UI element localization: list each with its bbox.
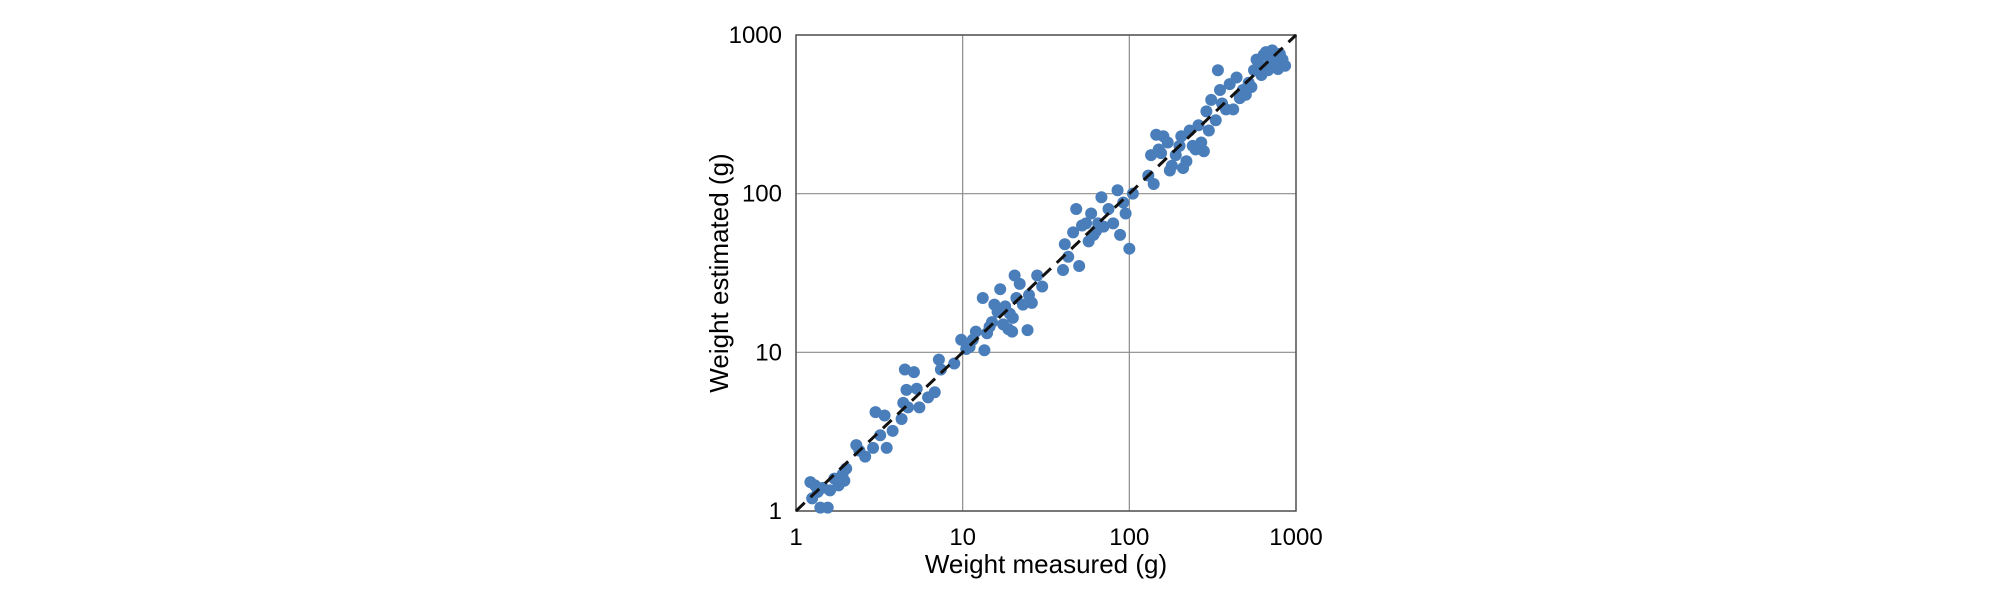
data-point [900,383,913,396]
data-point [1021,324,1034,337]
data-point [838,474,851,487]
data-point [1025,296,1038,309]
data-point [1070,203,1083,216]
data-point [1117,196,1130,209]
x-tick-label: 100 [1109,524,1149,551]
data-point [978,344,991,357]
data-point [955,333,968,346]
data-point [1097,220,1110,233]
data-point [1119,207,1132,220]
data-point [895,413,908,426]
data-point [1058,238,1071,251]
data-point [874,429,887,442]
data-point [1227,103,1240,116]
data-point [902,401,915,414]
data-point [969,325,982,338]
data-point [1205,93,1218,106]
data-point [1062,250,1075,263]
data-point [1057,264,1070,277]
data-point [821,501,834,514]
data-point [1245,81,1258,94]
data-point [948,357,961,370]
data-point [1197,145,1210,158]
data-point [1067,226,1080,239]
data-point [913,401,926,414]
data-point [869,406,882,419]
data-point [1006,325,1019,338]
data-point [1214,84,1227,97]
y-axis-tick-labels: 1 10 100 1000 [729,22,782,525]
data-point [932,353,945,366]
data-point [1180,155,1193,168]
data-point [1111,184,1124,197]
data-point [928,386,941,399]
identity-reference-line [794,33,1298,513]
data-point [898,363,911,376]
data-point [1080,217,1093,230]
x-tick-label: 10 [949,524,976,551]
data-point [886,424,899,437]
data-point [994,283,1007,296]
data-point [1006,311,1019,324]
data-point [1161,136,1174,149]
data-point [1016,298,1029,311]
data-point [880,441,893,454]
data-point [1279,59,1292,72]
data-point [1123,242,1136,255]
data-point [806,492,819,505]
data-point [1114,228,1127,241]
data-point [934,363,947,376]
x-axis-tick-labels: 1 10 100 1000 [789,524,1322,551]
y-axis-title: Weight estimated (g) [704,153,734,392]
data-point [986,316,999,329]
y-tick-label: 10 [755,339,782,366]
data-point [1073,260,1086,273]
x-axis-title: Weight measured (g) [925,549,1167,579]
data-point [1155,147,1168,160]
x-tick-label: 1 [789,524,802,551]
x-tick-label: 1000 [1269,524,1322,551]
data-point [907,366,920,379]
data-point [1192,119,1205,132]
data-point [1147,178,1160,191]
data-point [1107,217,1120,230]
data-point [867,441,880,454]
plot-area-frame [795,34,1297,512]
y-tick-label: 1000 [729,22,782,49]
data-point [1202,124,1215,137]
data-point [859,450,872,463]
data-point [1031,269,1044,282]
data-point [878,409,891,422]
data-point [1230,71,1243,84]
data-point [1102,203,1115,216]
data-point [1085,207,1098,220]
data-point [1200,105,1213,118]
data-point [976,292,989,305]
data-point [1095,191,1108,204]
data-point [1211,64,1224,77]
data-point [1126,187,1139,200]
y-tick-label: 1 [769,498,782,525]
y-tick-label: 100 [742,181,782,208]
data-point [1036,280,1049,293]
data-point [1209,114,1222,127]
data-point [1165,159,1178,172]
data-point [1013,277,1026,290]
